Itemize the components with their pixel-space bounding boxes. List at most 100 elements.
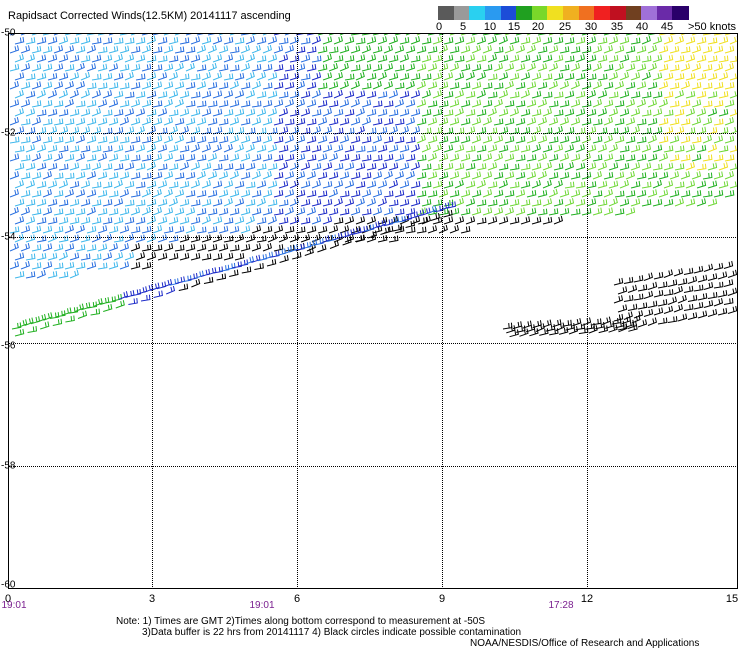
wind-barb [366,54,377,63]
wind-barb [112,293,123,302]
wind-barb [196,100,207,108]
wind-barb [234,143,244,153]
wind-barb [14,36,25,45]
wind-barb [174,33,184,36]
wind-barb [460,63,471,72]
time-label: 19:01 [1,600,27,611]
wind-barb [113,90,124,99]
wind-barb [14,145,25,153]
wind-barb [135,181,146,189]
wind-barb [723,297,734,305]
wind-barb [614,190,625,198]
wind-barb [317,153,328,162]
wind-barb [91,199,102,207]
wind-barb [342,237,352,246]
wind-barb [691,171,702,180]
latitude-label: -50 [1,27,16,39]
wind-barb [273,208,284,216]
wind-barb [372,207,382,216]
wind-barb [619,90,630,99]
wind-barb [262,242,272,252]
wind-barb [586,144,597,153]
wind-barb [344,162,355,171]
wind-barb [53,100,64,108]
wind-barb [201,234,212,243]
wind-barb [119,82,130,90]
wind-barb [311,109,322,117]
wind-barb [614,100,625,108]
wind-barb [97,82,108,90]
wind-barb [693,265,704,274]
wind-barb [432,89,442,99]
wind-barb [482,207,493,216]
wind-barb [218,82,229,90]
wind-barb [454,144,465,153]
wind-barb [575,181,586,189]
wind-barb [64,98,74,108]
grid-line [8,133,738,134]
wind-barb [570,62,580,72]
wind-barb [724,82,735,90]
wind-barb [601,316,611,325]
wind-barb [190,199,201,207]
wind-barb [449,190,460,198]
wind-barb [245,162,256,171]
wind-barb [9,63,20,72]
wind-barb [25,53,35,63]
wind-barb [449,99,460,108]
wind-barb [36,198,47,207]
wind-barb [680,80,690,90]
wind-barb [564,73,575,81]
wind-barb [355,107,365,117]
wind-barb [47,180,58,189]
wind-barb [77,310,88,319]
wind-barb [559,100,570,108]
wind-barb [597,73,608,81]
wind-barb [641,91,652,99]
wind-barb [350,135,361,144]
wind-barb [564,161,574,171]
wind-barb [696,72,707,81]
wind-barb [613,295,624,304]
wind-barb [163,134,173,144]
wind-barb [300,90,311,99]
wind-barb [223,73,234,81]
wind-barb [575,143,585,153]
wind-barb [179,54,190,63]
wind-barb [625,170,635,180]
wind-barb [267,180,278,189]
wind-barb [226,262,236,270]
wind-barb [80,253,91,261]
wind-barb [460,135,471,144]
wind-barb [471,44,481,54]
wind-barb [339,135,350,144]
wind-barb [240,207,251,216]
wind-barb [687,294,698,302]
wind-barb [31,171,42,180]
wind-barb [366,72,377,81]
wind-barb [218,189,229,198]
wind-barb [509,329,519,338]
wind-barb [124,37,135,45]
wind-barb [102,252,113,261]
wind-barb [542,36,553,45]
wind-barb [9,116,19,126]
wind-barb [504,190,515,198]
wind-barb [322,144,333,153]
wind-barb [311,35,321,45]
wind-barb [691,117,702,126]
wind-barb [182,275,192,283]
wind-barb [240,171,251,180]
wind-barb [465,91,476,99]
wind-barb [14,162,25,171]
wind-barb [542,54,553,63]
wind-barb [350,33,361,36]
wind-barb [328,46,339,54]
wind-barb [196,170,206,180]
wind-barb [289,109,300,117]
wind-barb [586,73,597,81]
wind-barb [219,264,230,272]
wind-barb [696,36,707,45]
wind-barb [515,171,526,180]
wind-barb [707,72,718,81]
